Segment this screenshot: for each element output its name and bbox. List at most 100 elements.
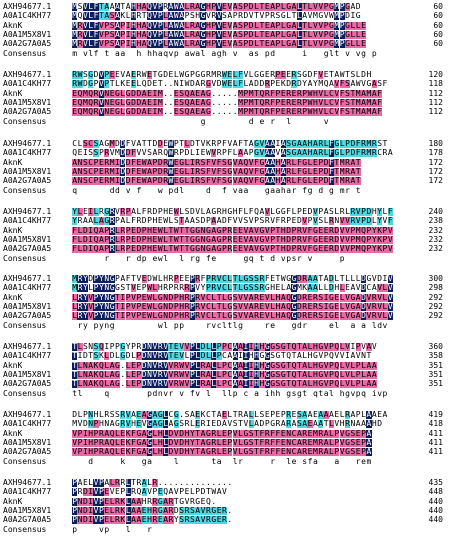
residue: L bbox=[372, 217, 377, 225]
residue: M bbox=[157, 89, 163, 98]
residue: V bbox=[130, 302, 137, 311]
residue: A bbox=[371, 89, 377, 98]
position-number: 419 bbox=[419, 411, 443, 419]
residue: L bbox=[184, 30, 190, 39]
residue: E bbox=[130, 71, 137, 79]
residue: P bbox=[173, 302, 179, 311]
residue: V bbox=[237, 302, 244, 311]
residue: S bbox=[83, 71, 88, 79]
residue: V bbox=[211, 167, 217, 176]
residue: V bbox=[227, 3, 233, 11]
residue: R bbox=[296, 108, 303, 117]
residue: L bbox=[307, 30, 313, 39]
residue: V bbox=[312, 30, 319, 39]
residue: Q bbox=[286, 293, 292, 302]
consensus-residue: t bbox=[104, 50, 109, 58]
residue: D bbox=[157, 158, 163, 167]
residue: A bbox=[190, 217, 195, 225]
residue: V bbox=[253, 226, 260, 235]
residue: V bbox=[216, 30, 222, 39]
residue: E bbox=[291, 217, 297, 225]
residue: R bbox=[296, 245, 303, 254]
residue: E bbox=[152, 245, 158, 254]
residue: A bbox=[136, 140, 141, 148]
sequence-name: A0A1C4KH77 bbox=[3, 352, 51, 360]
residue: A bbox=[126, 3, 131, 11]
residue: A bbox=[296, 149, 303, 158]
residue: S bbox=[377, 80, 382, 88]
residue: L bbox=[88, 40, 94, 49]
consensus-residue: a bbox=[115, 50, 120, 58]
residue: G bbox=[189, 235, 196, 244]
residue: V bbox=[200, 293, 206, 302]
residue: N bbox=[77, 177, 83, 186]
residue: E bbox=[109, 89, 115, 98]
residue: F bbox=[269, 89, 276, 98]
residue: . bbox=[211, 498, 216, 506]
residue: R bbox=[371, 302, 377, 311]
residue: E bbox=[221, 21, 228, 30]
residue: W bbox=[329, 12, 334, 20]
consensus-residue: a bbox=[254, 390, 259, 398]
residue: A bbox=[114, 21, 121, 30]
residue: F bbox=[216, 177, 222, 186]
residue: F bbox=[387, 217, 393, 226]
residue: F bbox=[205, 158, 212, 167]
residue: V bbox=[264, 235, 270, 244]
residue: G bbox=[216, 245, 222, 254]
residue: V bbox=[372, 275, 377, 283]
residue: W bbox=[307, 108, 313, 117]
residue: D bbox=[350, 140, 356, 148]
residue: L bbox=[296, 12, 303, 21]
residue: H bbox=[130, 3, 137, 11]
residue: R bbox=[195, 275, 201, 283]
residue: M bbox=[109, 177, 115, 186]
residue: . bbox=[227, 516, 232, 524]
residue: P bbox=[216, 140, 222, 148]
residue: S bbox=[179, 89, 185, 98]
sequence-name: A0A2G7A0A5 bbox=[3, 245, 51, 253]
residue: M bbox=[237, 98, 244, 107]
residue: F bbox=[227, 217, 232, 225]
residue: P bbox=[243, 98, 249, 107]
residue: V bbox=[259, 149, 265, 158]
residue: R bbox=[360, 140, 367, 148]
consensus-residue: p bbox=[340, 255, 345, 263]
residue: S bbox=[221, 177, 228, 186]
residue: D bbox=[248, 40, 254, 49]
residue: R bbox=[136, 12, 141, 20]
residue: L bbox=[72, 302, 78, 311]
residue: V bbox=[136, 149, 141, 157]
residue: P bbox=[211, 30, 217, 39]
residue: T bbox=[168, 235, 174, 244]
consensus-residue: w bbox=[190, 50, 195, 58]
residue: V bbox=[387, 275, 393, 283]
residue: S bbox=[77, 3, 83, 11]
consensus-residue: t bbox=[334, 50, 339, 58]
residue: R bbox=[195, 167, 201, 176]
residue: L bbox=[184, 3, 190, 11]
residue: P bbox=[141, 235, 147, 244]
residue: D bbox=[120, 158, 126, 167]
residue: G bbox=[344, 30, 351, 39]
consensus-residue: a bbox=[195, 50, 200, 58]
consensus-residue: f bbox=[206, 255, 211, 263]
residue: D bbox=[83, 80, 88, 88]
residue: G bbox=[312, 226, 319, 235]
residue: P bbox=[125, 235, 131, 244]
residue: W bbox=[168, 177, 174, 186]
residue: F bbox=[339, 89, 345, 98]
consensus-residue: l bbox=[286, 118, 291, 126]
residue: P bbox=[323, 30, 329, 39]
residue: W bbox=[173, 235, 179, 244]
residue: A bbox=[232, 30, 238, 39]
residue: S bbox=[109, 21, 115, 30]
residue: V bbox=[237, 293, 244, 302]
residue: H bbox=[205, 40, 212, 49]
residue: A bbox=[168, 12, 174, 21]
residue: D bbox=[152, 208, 158, 216]
residue: H bbox=[275, 158, 281, 167]
residue: A bbox=[120, 217, 125, 225]
residue: W bbox=[173, 3, 179, 11]
residue: S bbox=[318, 293, 324, 302]
